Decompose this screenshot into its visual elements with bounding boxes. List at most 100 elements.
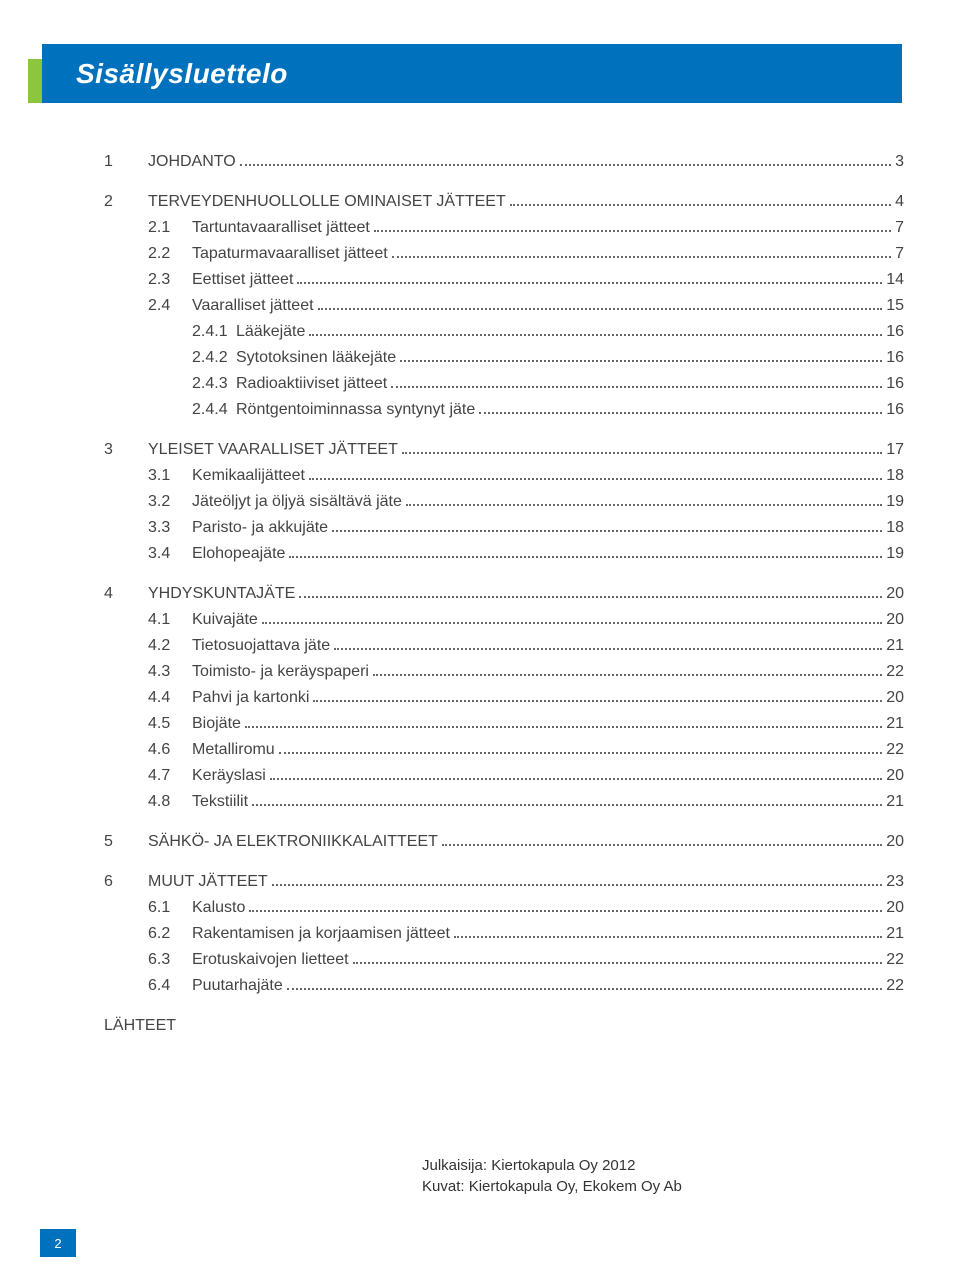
toc-page: 14: [886, 268, 904, 292]
toc-row: 4.2Tietosuojattava jäte21: [104, 634, 904, 658]
toc-row: 4.5Biojäte21: [104, 712, 904, 736]
toc-label: Kalusto: [192, 896, 245, 920]
toc-row: 4.4Pahvi ja kartonki 20: [104, 686, 904, 710]
toc-page: 22: [886, 974, 904, 998]
toc-page: 16: [886, 320, 904, 344]
toc-label: Metalliromu: [192, 738, 275, 762]
toc-leader: [406, 504, 882, 506]
toc-leader: [252, 804, 882, 806]
toc-label: Tapaturmavaaralliset jätteet: [192, 242, 388, 266]
toc-row: 4.7Keräyslasi20: [104, 764, 904, 788]
toc-number: 2.1: [148, 216, 192, 240]
toc-number: 4: [104, 582, 148, 606]
toc-row: 4.3Toimisto- ja keräyspaperi22: [104, 660, 904, 684]
toc-label: Tietosuojattava jäte: [192, 634, 330, 658]
toc-label: Elohopeajäte: [192, 542, 285, 566]
toc-row: 2.2Tapaturmavaaralliset jätteet7: [104, 242, 904, 266]
toc-label: TERVEYDENHUOLLOLLE OMINAISET JÄTTEET: [148, 190, 506, 214]
toc-number: 6.2: [148, 922, 192, 946]
toc-number: 6.3: [148, 948, 192, 972]
toc-page: 21: [886, 922, 904, 946]
toc-row: 1JOHDANTO3: [104, 150, 904, 174]
title-bar: Sisällysluettelo: [42, 44, 902, 103]
toc-appendix: LÄHTEET: [104, 1014, 176, 1038]
toc-label: Erotuskaivojen lietteet: [192, 948, 349, 972]
toc-row: 2TERVEYDENHUOLLOLLE OMINAISET JÄTTEET4: [104, 190, 904, 214]
toc-number: 4.2: [148, 634, 192, 658]
toc-leader: [332, 530, 882, 532]
toc-row: LÄHTEET: [104, 1014, 904, 1038]
toc-page: 22: [886, 948, 904, 972]
toc-page: 16: [886, 346, 904, 370]
toc-page: 19: [886, 490, 904, 514]
toc-number: 2.4.4: [192, 398, 236, 422]
toc-number: 4.1: [148, 608, 192, 632]
toc-label: Radioaktiiviset jätteet: [236, 372, 387, 396]
toc-row: 6.4Puutarhajäte 22: [104, 974, 904, 998]
toc-label: Pahvi ja kartonki: [192, 686, 309, 710]
toc-label: Vaaralliset jätteet: [192, 294, 314, 318]
toc-label: Eettiset jätteet: [192, 268, 293, 292]
toc-number: 2.4: [148, 294, 192, 318]
footer-line-1: Julkaisija: Kiertokapula Oy 2012: [422, 1155, 682, 1176]
toc-number: 4.8: [148, 790, 192, 814]
toc-leader: [402, 452, 882, 454]
toc-page: 7: [895, 242, 904, 266]
toc-label: Puutarhajäte: [192, 974, 283, 998]
toc-number: 2: [104, 190, 148, 214]
toc-page: 22: [886, 738, 904, 762]
toc-number: 2.4.2: [192, 346, 236, 370]
toc-page: 22: [886, 660, 904, 684]
page-title: Sisällysluettelo: [76, 58, 288, 90]
toc-page: 20: [886, 830, 904, 854]
toc-leader: [373, 674, 882, 676]
toc-leader: [240, 164, 891, 166]
toc-number: 4.4: [148, 686, 192, 710]
toc-page: 23: [886, 870, 904, 894]
toc-row: 5SÄHKÖ- JA ELEKTRONIIKKALAITTEET20: [104, 830, 904, 854]
toc-leader: [479, 412, 882, 414]
toc-row: 4.8Tekstiilit21: [104, 790, 904, 814]
toc-row: 3.2Jäteöljyt ja öljyä sisältävä jäte19: [104, 490, 904, 514]
toc-label: Lääkejäte: [236, 320, 305, 344]
toc-label: Röntgentoiminnassa syntynyt jäte: [236, 398, 475, 422]
toc-row: 2.4.1Lääkejäte 16: [104, 320, 904, 344]
toc-page: 16: [886, 372, 904, 396]
toc-label: Rakentamisen ja korjaamisen jätteet: [192, 922, 450, 946]
toc-page: 21: [886, 790, 904, 814]
toc-number: 3: [104, 438, 148, 462]
toc-leader: [353, 962, 883, 964]
toc-row: 6.3Erotuskaivojen lietteet 22: [104, 948, 904, 972]
toc-leader: [442, 844, 882, 846]
toc-page: 21: [886, 712, 904, 736]
toc-row: 6MUUT JÄTTEET23: [104, 870, 904, 894]
toc-page: 7: [895, 216, 904, 240]
toc-number: 6.4: [148, 974, 192, 998]
toc-label: Paristo- ja akkujäte: [192, 516, 328, 540]
toc-leader: [400, 360, 882, 362]
table-of-contents: 1JOHDANTO3 2TERVEYDENHUOLLOLLE OMINAISET …: [104, 150, 904, 1040]
toc-number: 3.4: [148, 542, 192, 566]
toc-number: 6.1: [148, 896, 192, 920]
toc-number: 4.7: [148, 764, 192, 788]
toc-leader: [249, 910, 882, 912]
toc-label: MUUT JÄTTEET: [148, 870, 268, 894]
toc-page: 20: [886, 582, 904, 606]
toc-number: 1: [104, 150, 148, 174]
toc-page: 20: [886, 686, 904, 710]
toc-row: 2.3Eettiset jätteet14: [104, 268, 904, 292]
toc-number: 3.3: [148, 516, 192, 540]
toc-leader: [297, 282, 882, 284]
toc-label: Toimisto- ja keräyspaperi: [192, 660, 369, 684]
accent-bar: [28, 59, 42, 103]
toc-row: 6.2Rakentamisen ja korjaamisen jätteet 21: [104, 922, 904, 946]
toc-number: 3.1: [148, 464, 192, 488]
toc-number: 2.4.1: [192, 320, 236, 344]
toc-leader: [454, 936, 882, 938]
toc-row: 2.4Vaaralliset jätteet15: [104, 294, 904, 318]
toc-row: 6.1Kalusto20: [104, 896, 904, 920]
toc-row: 4.6Metalliromu22: [104, 738, 904, 762]
toc-leader: [391, 386, 882, 388]
toc-leader: [299, 596, 882, 598]
toc-page: 20: [886, 608, 904, 632]
